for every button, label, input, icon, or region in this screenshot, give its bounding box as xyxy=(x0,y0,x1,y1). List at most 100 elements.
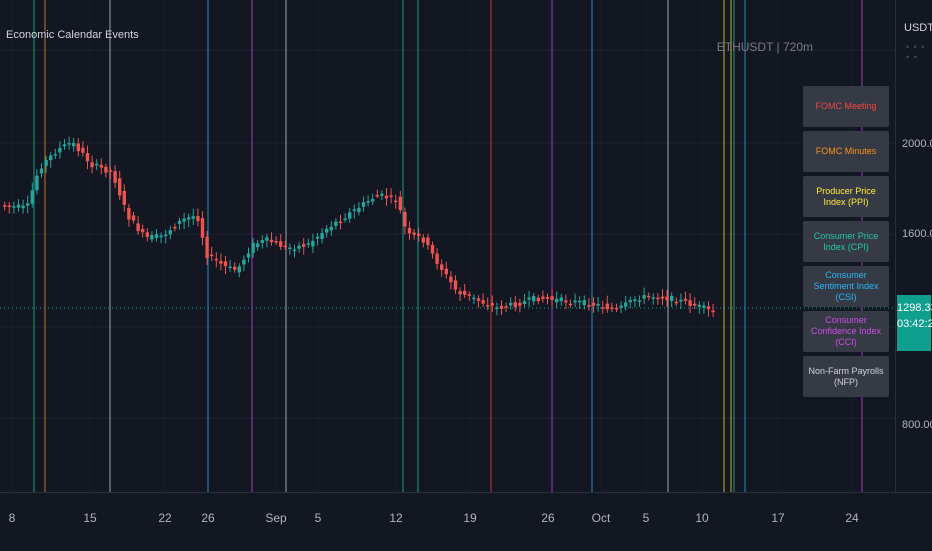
indicator-title: Economic Calendar Events xyxy=(6,29,139,41)
candle-body xyxy=(541,296,544,298)
candle-body xyxy=(596,304,599,306)
candle-body xyxy=(72,143,75,147)
candle-body xyxy=(187,217,190,219)
candle-body xyxy=(688,300,691,306)
candle-body xyxy=(81,148,84,153)
candle-body xyxy=(495,307,498,309)
legend-label: Consumer Price Index (CPI) xyxy=(806,231,886,253)
candle-body xyxy=(215,259,218,261)
candle-body xyxy=(164,235,167,237)
candle-body xyxy=(173,227,176,229)
candle-body xyxy=(307,243,310,245)
legend-fomc-meeting[interactable]: FOMC Meeting xyxy=(803,86,889,127)
candle-body xyxy=(132,215,135,220)
candle-body xyxy=(629,300,632,302)
candle-body xyxy=(638,300,641,302)
candle-body xyxy=(54,154,57,156)
time-label: 12 xyxy=(389,511,402,525)
candle-body xyxy=(463,291,466,295)
candle-body xyxy=(394,201,397,203)
candle-body xyxy=(136,223,139,231)
candle-body xyxy=(449,276,452,282)
candle-body xyxy=(702,306,705,308)
legend-fomc-minutes[interactable]: FOMC Minutes xyxy=(803,131,889,172)
time-label: Oct xyxy=(592,511,611,525)
candle-body xyxy=(35,176,38,191)
legend-cci[interactable]: Consumer Confidence Index (CCI) xyxy=(803,311,889,352)
candle-body xyxy=(169,230,172,234)
legend-label: FOMC Meeting xyxy=(815,101,876,112)
legend-csi[interactable]: Consumer Sentiment Index (CSI) xyxy=(803,266,889,307)
time-label: 26 xyxy=(201,511,214,525)
candle-body xyxy=(86,153,89,161)
candle-body xyxy=(233,267,236,270)
time-axis[interactable]: 8 15 22 26 Sep 5 12 19 26 Oct 5 10 17 24 xyxy=(0,492,932,551)
candle-body xyxy=(302,244,305,247)
candle-body xyxy=(481,300,484,303)
price-label: 2000.00 xyxy=(902,138,932,150)
candle-body xyxy=(468,294,471,296)
scale-settings-dots[interactable]: • • • • • xyxy=(906,42,932,62)
legend-label: Producer Price Index (PPI) xyxy=(806,186,886,208)
candle-body xyxy=(647,296,650,298)
candle-body xyxy=(477,298,480,300)
candle-body xyxy=(279,241,282,246)
legend-cpi[interactable]: Consumer Price Index (CPI) xyxy=(803,221,889,262)
candle-body xyxy=(606,304,609,310)
candle-body xyxy=(219,261,222,264)
candle-body xyxy=(601,307,604,309)
chart-pane[interactable]: Economic Calendar Events ETHUSDT | 720m xyxy=(0,0,895,492)
candle-body xyxy=(509,303,512,306)
candle-body xyxy=(90,162,93,167)
candle-body xyxy=(587,305,590,307)
candle-body xyxy=(537,298,540,301)
current-price: 1298.33 xyxy=(897,300,931,316)
candle-body xyxy=(247,253,250,257)
candle-body xyxy=(560,298,563,302)
candle-body xyxy=(353,209,356,211)
current-price-tag: 1298.33 03:42:22 xyxy=(897,295,931,351)
candle-body xyxy=(320,233,323,239)
candle-body xyxy=(357,208,360,212)
candle-body xyxy=(707,306,710,309)
candle-body xyxy=(201,218,204,238)
candle-body xyxy=(412,233,415,235)
candle-body xyxy=(661,297,664,299)
time-label: 24 xyxy=(845,511,858,525)
candle-body xyxy=(330,227,333,231)
candle-body xyxy=(684,299,687,301)
candle-body xyxy=(127,208,130,220)
candle-body xyxy=(523,301,526,304)
candle-body xyxy=(265,237,268,240)
time-label: Sep xyxy=(265,511,286,525)
candle-body xyxy=(21,206,24,209)
candle-body xyxy=(182,219,185,222)
candle-body xyxy=(679,300,682,302)
candle-body xyxy=(316,237,319,239)
candle-body xyxy=(380,194,383,196)
candle-body xyxy=(325,229,328,233)
legend-ppi[interactable]: Producer Price Index (PPI) xyxy=(803,176,889,217)
time-label: 15 xyxy=(83,511,96,525)
candle-body xyxy=(44,160,47,166)
candle-body xyxy=(555,299,558,302)
legend-label: Consumer Confidence Index (CCI) xyxy=(806,315,886,348)
candlestick-chart[interactable] xyxy=(0,0,895,492)
price-scale[interactable]: USDT • • • • • 2000.00 1600.00 800.00 12… xyxy=(895,0,932,492)
candle-body xyxy=(426,237,429,245)
candle-body xyxy=(403,212,406,227)
legend-nfp[interactable]: Non-Farm Payrolls (NFP) xyxy=(803,356,889,397)
candle-body xyxy=(578,301,581,303)
time-label: 5 xyxy=(643,511,650,525)
candle-body xyxy=(573,301,576,303)
candle-body xyxy=(652,297,655,299)
candle-body xyxy=(49,156,52,161)
candle-body xyxy=(583,300,586,305)
candle-body xyxy=(665,296,668,300)
candle-body xyxy=(546,297,549,299)
time-label: 22 xyxy=(158,511,171,525)
candle-body xyxy=(339,222,342,224)
candle-body xyxy=(385,196,388,199)
candle-body xyxy=(366,201,369,203)
candle-body xyxy=(348,212,351,218)
